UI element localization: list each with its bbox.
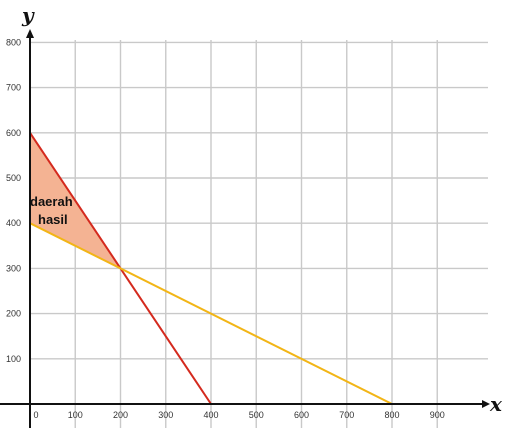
x-tick-label: 300 [158, 410, 173, 420]
x-axis-label: x [489, 392, 503, 416]
x-tick-labels: 0 100 200 300 400 500 600 700 800 900 [33, 410, 444, 420]
y-tick-label: 300 [6, 263, 21, 273]
x-tick-label: 900 [430, 410, 445, 420]
y-tick-labels: 100 200 300 400 500 600 700 800 [6, 37, 21, 363]
y-tick-label: 400 [6, 218, 21, 228]
x-axis-arrow [482, 400, 490, 408]
x-tick-label: 200 [113, 410, 128, 420]
y-tick-label: 500 [6, 173, 21, 183]
region-label-line-2: hasil [38, 212, 68, 227]
y-tick-label: 800 [6, 37, 21, 47]
axes [0, 29, 490, 428]
region-label-line-1: daerah [30, 194, 73, 209]
x-tick-label: 800 [384, 410, 399, 420]
x-tick-label: 600 [294, 410, 309, 420]
x-tick-label: 0 [33, 410, 38, 420]
y-tick-label: 200 [6, 309, 21, 319]
y-tick-label: 600 [6, 128, 21, 138]
x-tick-label: 400 [203, 410, 218, 420]
y-axis-arrow [26, 29, 34, 38]
y-axis-label: y [21, 3, 35, 27]
constraint-lines [29, 132, 393, 405]
x-tick-label: 700 [339, 410, 354, 420]
y-tick-label: 700 [6, 83, 21, 93]
x-tick-label: 500 [249, 410, 264, 420]
grid [30, 40, 488, 428]
y-tick-label: 100 [6, 354, 21, 364]
series-line-2 [29, 222, 393, 405]
x-tick-label: 100 [68, 410, 83, 420]
